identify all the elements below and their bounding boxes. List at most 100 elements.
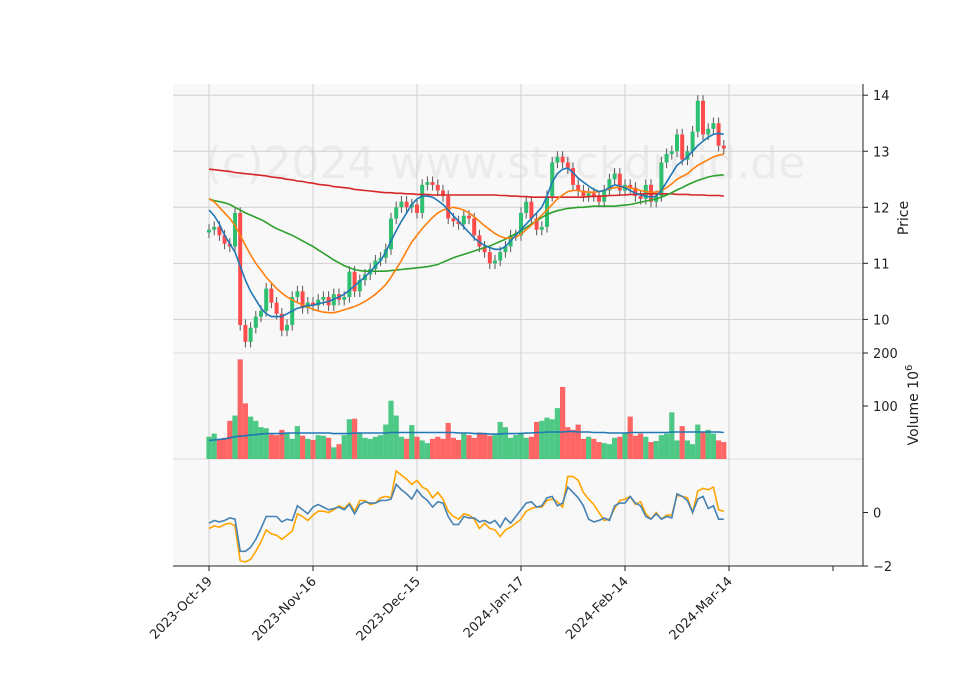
volume-bar	[450, 437, 456, 459]
candle-body	[285, 324, 289, 331]
volume-bar	[669, 412, 675, 459]
candle-body	[461, 215, 466, 225]
volume-bar	[310, 439, 316, 459]
candle-body	[311, 302, 315, 306]
candle-body	[404, 201, 409, 208]
volume-bar	[627, 416, 633, 459]
volume-ma-line	[208, 430, 724, 442]
volume-bar	[216, 438, 222, 459]
candle-body	[503, 246, 508, 253]
volume-bar	[383, 424, 389, 459]
candle-body	[373, 260, 378, 269]
volume-bar	[346, 419, 352, 459]
volume-bar	[471, 437, 477, 459]
volume-bar	[487, 435, 493, 459]
candle-body	[493, 260, 497, 264]
x-tick-label: 2024-Jan-17	[461, 574, 528, 641]
candle-body	[415, 204, 419, 213]
volume-bar	[393, 415, 399, 459]
volume-bar	[456, 439, 462, 459]
oscillator-series-a	[208, 482, 724, 553]
volume-bar	[284, 433, 290, 459]
volume-bar	[643, 436, 649, 459]
candle-body	[664, 154, 669, 163]
candle-body	[534, 218, 539, 230]
volume-bar	[544, 417, 550, 459]
candle-body	[451, 218, 456, 222]
volume-bar	[653, 440, 659, 459]
price-tick-label: 12	[873, 201, 890, 216]
volume-bar	[560, 386, 566, 459]
candle-body	[633, 187, 638, 197]
volume-bar	[523, 437, 529, 459]
candle-body	[238, 212, 243, 325]
volume-bar	[632, 435, 638, 459]
volume-tick-label: 200	[873, 347, 898, 362]
volume-bar	[289, 438, 295, 459]
volume-bar	[695, 424, 701, 459]
volume-bar	[638, 433, 644, 459]
volume-bar	[258, 427, 264, 459]
volume-bar	[580, 438, 586, 459]
volume-bar	[705, 429, 711, 459]
candle-body	[581, 190, 586, 197]
candle-body	[233, 212, 237, 247]
volume-bar	[518, 432, 524, 459]
volume-bar	[445, 422, 451, 459]
volume-bar	[606, 444, 612, 459]
candle-body	[711, 123, 716, 129]
volume-bar	[414, 436, 420, 459]
volume-bar	[305, 438, 311, 459]
volume-bar	[263, 428, 269, 459]
candle-body	[591, 193, 596, 197]
price-tick-label: 14	[873, 89, 890, 104]
candle-body	[467, 215, 471, 219]
volume-bar	[341, 435, 347, 459]
x-tick-label: 2024-Feb-14	[563, 574, 632, 643]
volume-tick-label: 100	[873, 400, 898, 415]
volume-bar	[206, 436, 212, 459]
candle-body	[612, 173, 617, 180]
volume-bar	[211, 433, 217, 459]
volume-bar	[419, 440, 425, 459]
ma-long-line	[208, 174, 724, 272]
x-tick-label: 2023-Nov-16	[250, 574, 320, 644]
candle-body	[498, 252, 503, 261]
volume-bar	[424, 443, 430, 459]
candle-body	[669, 151, 674, 155]
candle-body	[550, 162, 555, 197]
volume-bar	[248, 416, 254, 459]
candle-body	[347, 271, 352, 297]
volume-bar	[268, 434, 274, 459]
volume-bar	[326, 437, 332, 459]
volume-bar	[617, 436, 623, 459]
volume-bar	[279, 429, 285, 459]
x-tick-label: 2023-Oct-19	[147, 574, 215, 642]
candle-body	[212, 226, 217, 230]
candle-body	[394, 207, 399, 219]
volume-bar	[476, 432, 482, 459]
x-tick-label: 2024-Mar-14	[667, 574, 736, 643]
ma-short-line	[208, 132, 724, 318]
candle-body	[545, 196, 549, 227]
candle-body	[659, 162, 664, 197]
volume-bar	[528, 436, 534, 459]
volume-bar	[690, 444, 696, 459]
candle-body	[389, 218, 393, 250]
candle-body	[269, 288, 274, 303]
candle-body	[690, 131, 695, 152]
volume-bar	[242, 403, 248, 459]
volume-bar	[378, 435, 384, 459]
volume-bar	[409, 425, 415, 459]
candle-body	[300, 291, 305, 309]
candle-body	[352, 271, 357, 292]
watermark: (c)2024 www.stockdroid.de	[205, 138, 805, 189]
volume-bar	[435, 436, 441, 459]
volume-bar	[466, 435, 472, 459]
candle-body	[456, 221, 461, 225]
volume-bar	[679, 426, 685, 459]
price-tick-label: 11	[873, 257, 890, 272]
volume-bar	[700, 432, 706, 459]
volume-bar	[362, 437, 368, 459]
volume-bar	[513, 435, 519, 459]
